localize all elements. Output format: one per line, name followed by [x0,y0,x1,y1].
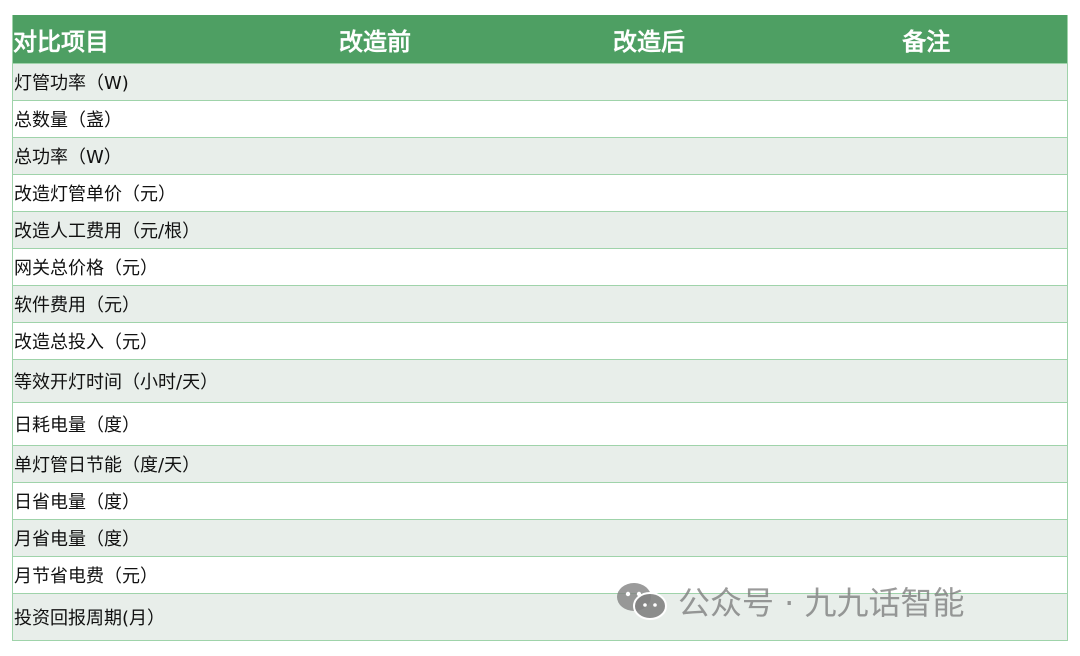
cell-after[interactable] [512,519,786,557]
table-row: 月节省电费（元） [12,556,1068,594]
row-label: 月节省电费（元） [12,556,238,594]
row-label: 单灯管日节能（度/天） [12,445,238,483]
cell-before[interactable] [237,137,513,175]
row-label: 软件费用（元） [12,285,238,323]
cell-notes[interactable] [785,285,1068,323]
cell-notes[interactable] [785,322,1068,360]
cell-after[interactable] [512,137,786,175]
table-row: 单灯管日节能（度/天） [12,445,1068,483]
cell-notes[interactable] [785,593,1068,641]
cell-notes[interactable] [785,248,1068,286]
row-label: 总功率（W） [12,137,238,175]
row-label: 灯管功率（W) [12,63,238,101]
cell-notes[interactable] [785,482,1068,520]
cell-after[interactable] [512,63,786,101]
row-label: 总数量（盏） [12,100,238,138]
cell-after[interactable] [512,174,786,212]
cell-after[interactable] [512,100,786,138]
cell-after[interactable] [512,359,786,403]
row-label: 等效开灯时间（小时/天） [12,359,238,403]
cell-notes[interactable] [785,211,1068,249]
cell-notes[interactable] [785,445,1068,483]
cell-before[interactable] [237,482,513,520]
row-label: 网关总价格（元） [12,248,238,286]
cell-before[interactable] [237,359,513,403]
cell-before[interactable] [237,556,513,594]
row-label: 月省电量（度） [12,519,238,557]
row-label: 日耗电量（度） [12,402,238,446]
comparison-table: 对比项目 改造前 改造后 备注 灯管功率（W) 总数量（盏） 总功率（W） 改造灯管单… [12,15,1068,641]
table-row: 软件费用（元） [12,285,1068,323]
table-row: 月省电量（度） [12,519,1068,557]
cell-after[interactable] [512,322,786,360]
cell-before[interactable] [237,100,513,138]
table-row: 投资回报周期(月） [12,593,1068,641]
cell-before[interactable] [237,285,513,323]
table-row: 灯管功率（W) [12,63,1068,101]
cell-notes[interactable] [785,100,1068,138]
row-label: 改造灯管单价（元） [12,174,238,212]
cell-before[interactable] [237,63,513,101]
table-row: 总数量（盏） [12,100,1068,138]
cell-after[interactable] [512,482,786,520]
table-row: 改造灯管单价（元） [12,174,1068,212]
table-row: 日省电量（度） [12,482,1068,520]
table-row: 日耗电量（度） [12,402,1068,446]
cell-before[interactable] [237,519,513,557]
cell-before[interactable] [237,174,513,212]
cell-notes[interactable] [785,402,1068,446]
cell-before[interactable] [237,211,513,249]
cell-notes[interactable] [785,556,1068,594]
table-row: 等效开灯时间（小时/天） [12,359,1068,403]
cell-notes[interactable] [785,137,1068,175]
cell-notes[interactable] [785,63,1068,101]
header-notes: 备注 [785,15,1068,64]
cell-notes[interactable] [785,519,1068,557]
cell-after[interactable] [512,285,786,323]
table-row: 网关总价格（元） [12,248,1068,286]
header-row: 对比项目 改造前 改造后 备注 [12,15,1068,64]
cell-notes[interactable] [785,174,1068,212]
header-after: 改造后 [512,15,786,64]
header-before: 改造前 [237,15,513,64]
table-row: 改造人工费用（元/根） [12,211,1068,249]
cell-notes[interactable] [785,359,1068,403]
row-label: 改造总投入（元） [12,322,238,360]
row-label: 日省电量（度） [12,482,238,520]
cell-before[interactable] [237,402,513,446]
cell-before[interactable] [237,248,513,286]
table-row: 总功率（W） [12,137,1068,175]
cell-before[interactable] [237,322,513,360]
cell-before[interactable] [237,445,513,483]
cell-after[interactable] [512,556,786,594]
cell-after[interactable] [512,402,786,446]
cell-after[interactable] [512,593,786,641]
row-label: 改造人工费用（元/根） [12,211,238,249]
header-item: 对比项目 [12,15,238,64]
cell-before[interactable] [237,593,513,641]
table-row: 改造总投入（元） [12,322,1068,360]
cell-after[interactable] [512,445,786,483]
cell-after[interactable] [512,248,786,286]
row-label: 投资回报周期(月） [12,593,238,641]
cell-after[interactable] [512,211,786,249]
